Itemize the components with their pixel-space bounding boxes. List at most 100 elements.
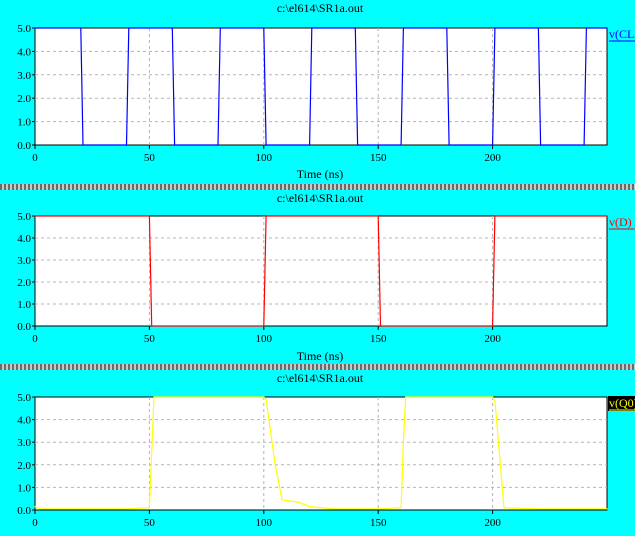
x-axis-label: Time (ns): [297, 167, 344, 181]
series-point: [274, 464, 276, 466]
series-point: [492, 396, 494, 398]
x-tick-label: 200: [484, 517, 501, 529]
x-tick-label: 100: [256, 333, 273, 345]
y-tick-label: 1.0: [17, 482, 31, 494]
chart-panel-d: c:\el614\SR1a.out 0.0 1.0 2.0 3.0 4.0 5.0 0 50 10…: [0, 190, 635, 364]
y-tick-label: 1.0: [17, 299, 31, 311]
series-point: [606, 27, 608, 29]
series-point: [540, 144, 542, 146]
series-line: [35, 215, 607, 327]
chart-svg-q0: c:\el614\SR1a.out 0.0 1.0 2.0 3.0 4.0 5.0 0 50 10…: [17, 371, 635, 529]
series-point: [80, 508, 82, 510]
series-point: [606, 508, 608, 510]
series-point: [80, 27, 82, 29]
series-point: [38, 508, 41, 510]
series-point: [34, 27, 36, 29]
chart-svg-d: c:\el614\SR1a.out 0.0 1.0 2.0 3.0 4.0 5.0 0 50 10…: [17, 191, 635, 363]
series-point: [503, 507, 505, 509]
series-point: [82, 144, 84, 146]
legend-background: [608, 396, 635, 411]
series-point: [263, 325, 265, 327]
series-point: [377, 508, 379, 510]
plot-area: [34, 396, 608, 511]
series-point: [402, 27, 404, 29]
chart-title: c:\el614\SR1a.out: [277, 191, 364, 205]
series-point: [148, 507, 150, 509]
series-point: [537, 27, 539, 29]
series-point: [446, 27, 448, 29]
x-tick-label: 150: [370, 333, 387, 345]
x-tick-label: 0: [32, 517, 38, 529]
panel-separator[interactable]: [0, 364, 635, 370]
y-tick-label: 0.0: [17, 321, 31, 333]
y-tick-label: 1.0: [17, 117, 31, 129]
x-tick-label: 50: [144, 152, 156, 164]
y-tick-label: 4.0: [17, 233, 31, 245]
series-point: [265, 215, 267, 217]
series-point: [217, 144, 219, 146]
series-point: [448, 144, 450, 146]
x-axis-label: Time (ns): [297, 349, 344, 363]
series-point: [494, 215, 496, 217]
chart-title: c:\el614\SR1a.out: [277, 371, 364, 385]
panel-separator[interactable]: [0, 184, 635, 190]
series-point: [125, 144, 128, 146]
series-point: [537, 508, 539, 510]
series-point: [34, 506, 36, 508]
legend-background: [608, 27, 635, 42]
chart-panel-clk: c:\el614\SR1a.out 0.0 1.0 2.0 3.0 4.0 5.0 0 50 10…: [0, 0, 635, 184]
series-point: [405, 396, 407, 398]
chart-panel-q0: c:\el614\SR1a.out 0.0 1.0 2.0 3.0 4.0 5.0 0 50 10…: [0, 370, 635, 532]
series-point: [400, 144, 402, 146]
x-tick-label: 0: [32, 333, 38, 345]
plot-area: [34, 27, 608, 146]
y-tick-label: 5.0: [17, 211, 31, 223]
series-point: [354, 27, 356, 29]
chart-title: c:\el614\SR1a.out: [277, 1, 364, 15]
legend-background: [608, 215, 635, 230]
series-point: [583, 144, 585, 146]
series-point: [494, 399, 496, 401]
series-point: [585, 27, 588, 29]
series-point: [583, 508, 585, 510]
series-point: [494, 27, 496, 29]
legend-entry[interactable]: v(D): [609, 215, 632, 229]
series-point: [308, 144, 311, 146]
x-tick-label: 0: [32, 152, 38, 164]
y-tick-label: 2.0: [17, 460, 31, 472]
x-tick-label: 200: [484, 152, 501, 164]
series-point: [265, 398, 267, 400]
series-point: [125, 508, 128, 510]
series-point: [606, 215, 608, 217]
x-tick-label: 50: [144, 517, 156, 529]
series-point: [263, 396, 265, 398]
plot-area: [34, 215, 608, 327]
y-tick-label: 0.0: [17, 505, 31, 517]
legend-entry[interactable]: v(CLK): [609, 27, 635, 41]
legend-entry[interactable]: v(Q0): [609, 396, 635, 410]
series-point: [219, 27, 221, 29]
y-tick-label: 3.0: [17, 255, 31, 267]
series-point: [281, 499, 283, 501]
y-tick-label: 2.0: [17, 277, 31, 289]
y-tick-label: 5.0: [17, 23, 31, 35]
y-tick-label: 4.0: [17, 46, 31, 58]
y-tick-label: 3.0: [17, 70, 31, 82]
y-tick-label: 5.0: [17, 392, 31, 404]
y-tick-label: 3.0: [17, 437, 31, 449]
x-tick-label: 50: [144, 333, 156, 345]
series-point: [297, 501, 299, 503]
series-point: [492, 144, 494, 146]
y-tick-label: 2.0: [17, 93, 31, 105]
chart-svg-clk: c:\el614\SR1a.out 0.0 1.0 2.0 3.0 4.0 5.0 0 50 10…: [17, 1, 635, 181]
series-point: [34, 215, 36, 217]
series-point: [128, 27, 130, 29]
x-tick-label: 200: [484, 333, 501, 345]
series-point: [331, 508, 334, 510]
x-tick-label: 100: [256, 152, 273, 164]
series-line: [35, 27, 607, 146]
series-point: [400, 507, 402, 509]
series-point: [379, 325, 382, 327]
x-tick-label: 150: [370, 152, 387, 164]
series-point: [311, 27, 313, 29]
